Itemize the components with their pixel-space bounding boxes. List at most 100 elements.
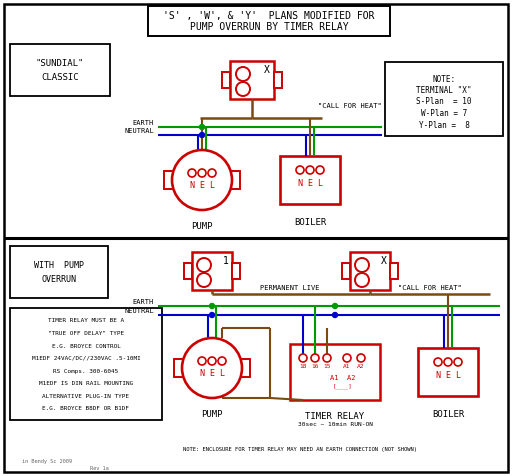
- Circle shape: [197, 258, 211, 272]
- Text: E: E: [308, 179, 312, 188]
- Text: [____]: [____]: [333, 383, 353, 389]
- Text: E: E: [209, 369, 215, 378]
- Text: TIMER RELAY: TIMER RELAY: [306, 412, 365, 421]
- Text: EARTH: EARTH: [133, 120, 154, 126]
- Text: "CALL FOR HEAT": "CALL FOR HEAT": [318, 103, 382, 109]
- Bar: [418, 348, 478, 396]
- Bar: [10, 44, 110, 96]
- Circle shape: [296, 166, 304, 174]
- Text: 15: 15: [323, 365, 331, 369]
- Text: CLASSIC: CLASSIC: [41, 73, 79, 82]
- Text: A1  A2: A1 A2: [330, 375, 356, 381]
- Circle shape: [343, 354, 351, 362]
- Circle shape: [209, 304, 215, 308]
- Circle shape: [311, 354, 319, 362]
- Circle shape: [197, 273, 211, 287]
- Text: A2: A2: [357, 365, 365, 369]
- Bar: [148, 6, 390, 36]
- Bar: [232, 263, 240, 279]
- Text: "CALL FOR HEAT": "CALL FOR HEAT": [398, 285, 462, 291]
- Text: N: N: [436, 371, 440, 380]
- Text: E.G. BROYCE CONTROL: E.G. BROYCE CONTROL: [52, 344, 120, 348]
- Text: 16: 16: [311, 365, 319, 369]
- Text: ALTERNATIVE PLUG-IN TYPE: ALTERNATIVE PLUG-IN TYPE: [42, 394, 130, 398]
- Text: PUMP: PUMP: [191, 222, 213, 231]
- Circle shape: [208, 357, 216, 365]
- Text: "SUNDIAL": "SUNDIAL": [36, 60, 84, 69]
- Bar: [164, 171, 173, 189]
- Text: 18: 18: [299, 365, 307, 369]
- Text: NOTE: ENCLOSURE FOR TIMER RELAY MAY NEED AN EARTH CONNECTION (NOT SHOWN): NOTE: ENCLOSURE FOR TIMER RELAY MAY NEED…: [183, 447, 417, 453]
- Circle shape: [299, 354, 307, 362]
- Text: TIMER RELAY MUST BE A: TIMER RELAY MUST BE A: [48, 318, 124, 324]
- Circle shape: [357, 354, 365, 362]
- Circle shape: [172, 150, 232, 210]
- Text: BOILER: BOILER: [432, 410, 464, 419]
- Text: Rev 1a: Rev 1a: [90, 466, 109, 470]
- Circle shape: [355, 258, 369, 272]
- Text: N: N: [297, 179, 303, 188]
- Bar: [241, 359, 250, 377]
- Bar: [174, 359, 183, 377]
- Text: in Bendy Sc 2009: in Bendy Sc 2009: [22, 458, 72, 464]
- Text: NOTE:: NOTE:: [433, 75, 456, 83]
- Circle shape: [198, 357, 206, 365]
- Text: X: X: [381, 256, 387, 266]
- Text: TERMINAL "X": TERMINAL "X": [416, 86, 472, 95]
- Bar: [10, 308, 162, 420]
- Circle shape: [306, 166, 314, 174]
- Text: BOILER: BOILER: [294, 218, 326, 227]
- Text: NEUTRAL: NEUTRAL: [124, 308, 154, 314]
- Circle shape: [182, 338, 242, 398]
- Circle shape: [200, 132, 204, 138]
- Bar: [290, 344, 380, 400]
- Text: W-Plan = 7: W-Plan = 7: [421, 109, 467, 118]
- Circle shape: [323, 354, 331, 362]
- Text: E.G. BROYCE B8DF OR B1DF: E.G. BROYCE B8DF OR B1DF: [42, 406, 130, 411]
- Text: "TRUE OFF DELAY" TYPE: "TRUE OFF DELAY" TYPE: [48, 331, 124, 336]
- Circle shape: [198, 169, 206, 177]
- Text: Y-Plan =  8: Y-Plan = 8: [419, 120, 470, 129]
- Circle shape: [218, 357, 226, 365]
- Text: N: N: [200, 369, 204, 378]
- Text: M1EDF IS DIN RAIL MOUNTING: M1EDF IS DIN RAIL MOUNTING: [39, 381, 133, 386]
- Text: PUMP OVERRUN BY TIMER RELAY: PUMP OVERRUN BY TIMER RELAY: [189, 22, 348, 32]
- Text: N: N: [189, 181, 195, 190]
- Text: L: L: [317, 179, 323, 188]
- Circle shape: [236, 67, 250, 81]
- Circle shape: [434, 358, 442, 366]
- Text: 1: 1: [223, 256, 229, 266]
- Circle shape: [332, 304, 337, 308]
- Circle shape: [444, 358, 452, 366]
- Bar: [192, 252, 232, 290]
- Text: E: E: [200, 181, 204, 190]
- Bar: [222, 72, 230, 88]
- Text: OVERRUN: OVERRUN: [41, 275, 76, 284]
- Bar: [385, 62, 503, 136]
- Bar: [342, 263, 350, 279]
- Text: RS Comps. 300-6045: RS Comps. 300-6045: [53, 368, 119, 374]
- Text: A1: A1: [343, 365, 351, 369]
- Text: PUMP: PUMP: [201, 410, 223, 419]
- Text: S-Plan  = 10: S-Plan = 10: [416, 98, 472, 107]
- Text: NEUTRAL: NEUTRAL: [124, 128, 154, 134]
- Text: M1EDF 24VAC/DC//230VAC .5-10MI: M1EDF 24VAC/DC//230VAC .5-10MI: [32, 356, 140, 361]
- Bar: [10, 246, 108, 298]
- Text: PERMANENT LIVE: PERMANENT LIVE: [260, 285, 320, 291]
- Text: 30sec ~ 10min RUN-ON: 30sec ~ 10min RUN-ON: [297, 422, 373, 427]
- Text: L: L: [209, 181, 215, 190]
- Circle shape: [316, 166, 324, 174]
- Text: WITH  PUMP: WITH PUMP: [34, 261, 84, 270]
- Bar: [231, 171, 240, 189]
- Circle shape: [454, 358, 462, 366]
- Bar: [184, 263, 192, 279]
- Text: 'S' , 'W', & 'Y'  PLANS MODIFIED FOR: 'S' , 'W', & 'Y' PLANS MODIFIED FOR: [163, 11, 375, 21]
- Text: X: X: [264, 65, 270, 75]
- Circle shape: [208, 169, 216, 177]
- Text: EARTH: EARTH: [133, 299, 154, 305]
- Bar: [230, 61, 274, 99]
- Bar: [280, 156, 340, 204]
- Circle shape: [332, 313, 337, 317]
- Circle shape: [200, 125, 204, 129]
- Circle shape: [236, 82, 250, 96]
